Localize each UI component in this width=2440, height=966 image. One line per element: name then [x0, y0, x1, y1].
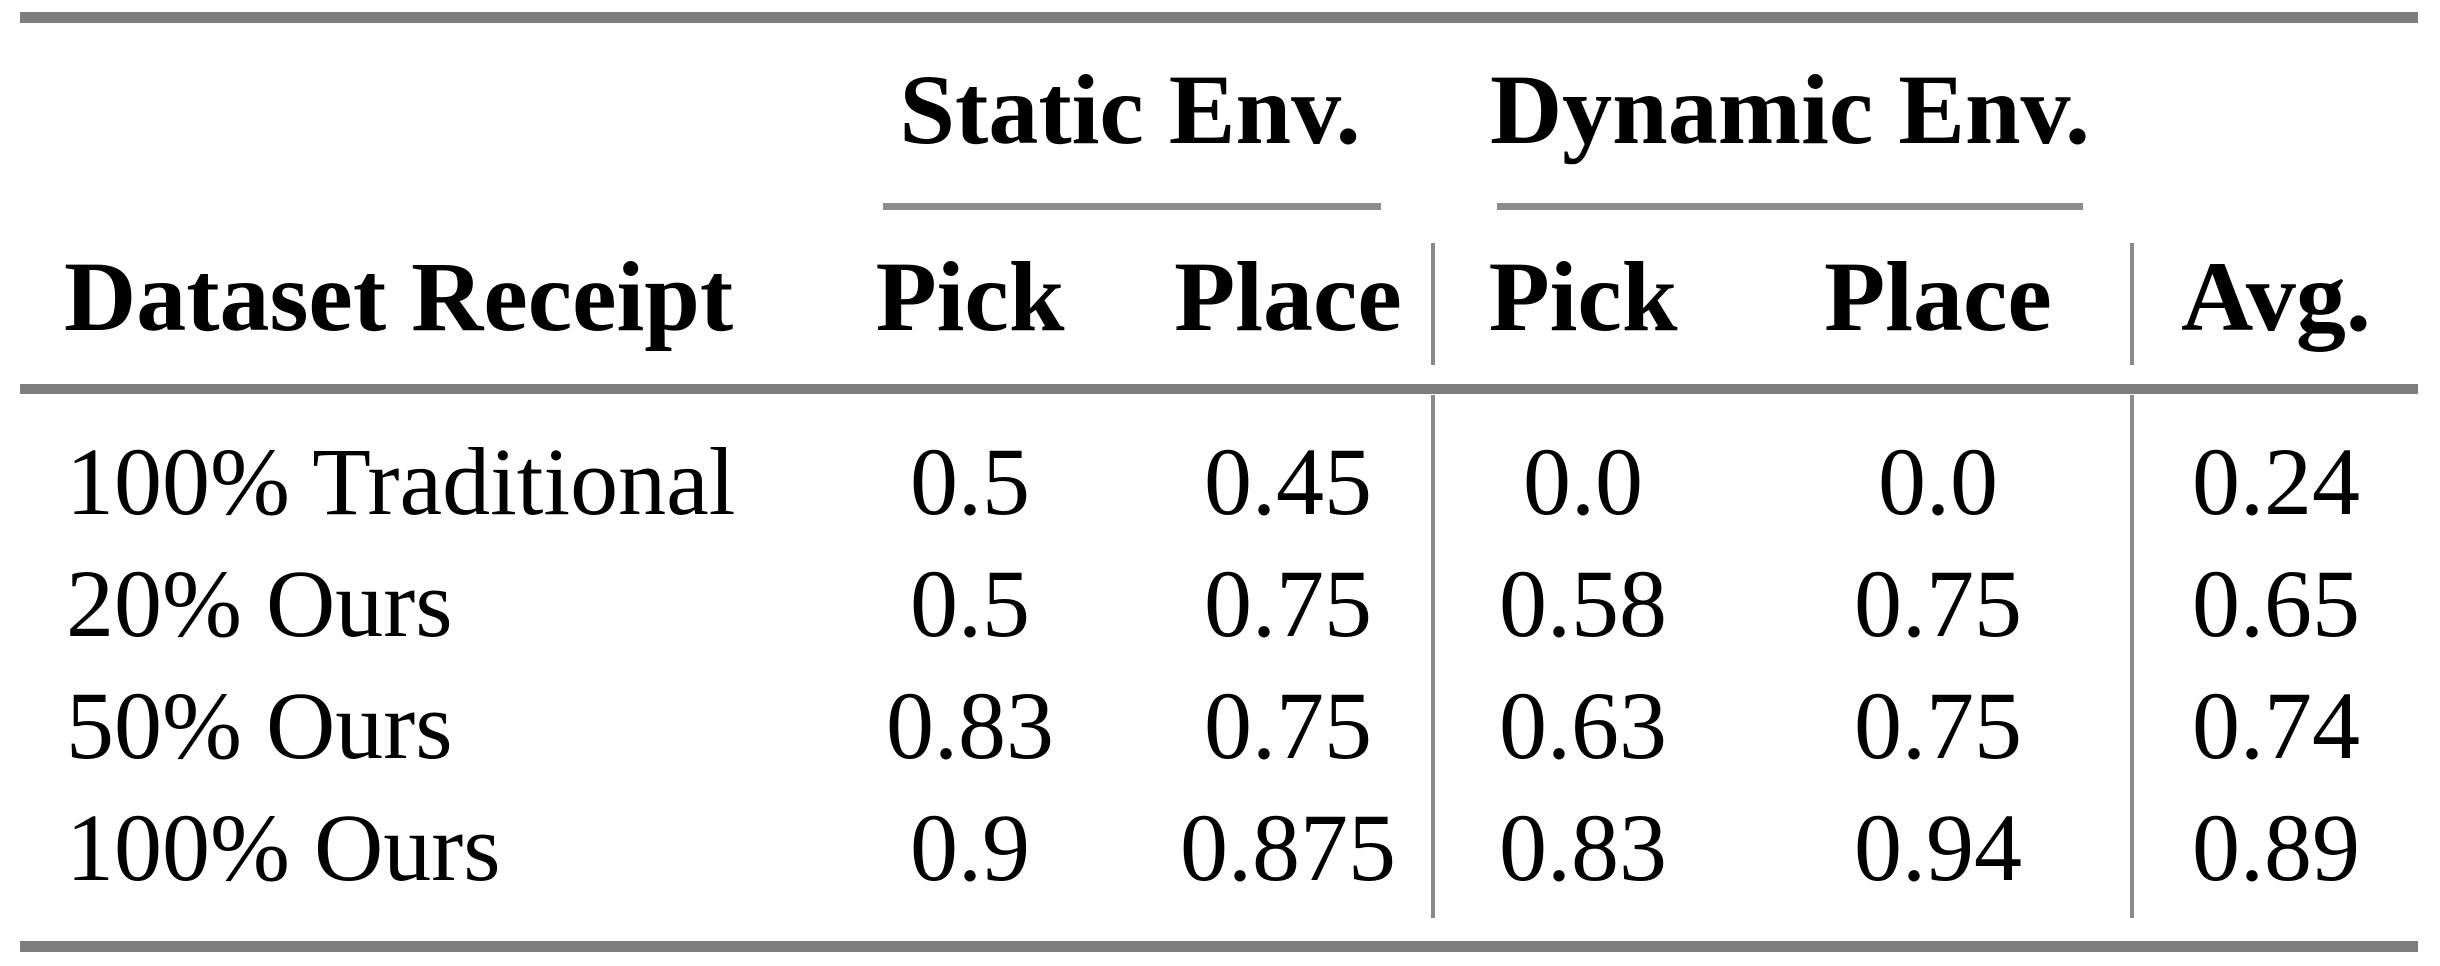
table-top-rule [20, 12, 2418, 23]
cell-static-pick: 0.5 [910, 428, 1030, 535]
cell-dynamic-pick: 0.63 [1499, 672, 1667, 779]
cell-dynamic-pick: 0.58 [1499, 550, 1667, 657]
cell-dynamic-pick: 0.0 [1523, 428, 1643, 535]
cell-dynamic-place: 0.94 [1854, 794, 2022, 901]
cell-static-place: 0.875 [1180, 794, 1396, 901]
cell-avg: 0.24 [2192, 428, 2360, 535]
row-label: 100% Traditional [66, 428, 736, 535]
table-bottom-rule [20, 941, 2418, 952]
column-header-dynamic-pick: Pick [1488, 241, 1678, 352]
cell-dynamic-place: 0.0 [1878, 428, 1998, 535]
column-header-static-pick: Pick [875, 241, 1065, 352]
static-group-underline [883, 203, 1381, 210]
cell-static-place: 0.45 [1204, 428, 1372, 535]
cell-static-pick: 0.5 [910, 550, 1030, 657]
column-header-dataset-receipt: Dataset Receipt [64, 241, 734, 352]
column-header-static-place: Place [1174, 241, 1402, 352]
cell-avg: 0.65 [2192, 550, 2360, 657]
body-divider-static-dynamic [1431, 395, 1435, 918]
dynamic-group-underline [1497, 203, 2083, 210]
cell-static-pick: 0.83 [886, 672, 1054, 779]
header-divider-dynamic-avg [2130, 243, 2134, 365]
cell-avg: 0.89 [2192, 794, 2360, 901]
cell-avg: 0.74 [2192, 672, 2360, 779]
header-divider-static-dynamic [1431, 243, 1435, 365]
column-header-dynamic-place: Place [1824, 241, 2052, 352]
column-group-dynamic-env: Dynamic Env. [1489, 54, 2091, 165]
cell-dynamic-place: 0.75 [1854, 672, 2022, 779]
table-header-rule [20, 384, 2418, 394]
row-label: 20% Ours [66, 550, 453, 657]
row-label: 100% Ours [66, 794, 501, 901]
row-label: 50% Ours [66, 672, 453, 779]
cell-dynamic-place: 0.75 [1854, 550, 2022, 657]
column-group-static-env: Static Env. [899, 54, 1361, 165]
body-divider-dynamic-avg [2130, 395, 2134, 918]
cell-static-pick: 0.9 [910, 794, 1030, 901]
cell-static-place: 0.75 [1204, 550, 1372, 657]
column-header-avg: Avg. [2181, 241, 2371, 352]
cell-static-place: 0.75 [1204, 672, 1372, 779]
cell-dynamic-pick: 0.83 [1499, 794, 1667, 901]
